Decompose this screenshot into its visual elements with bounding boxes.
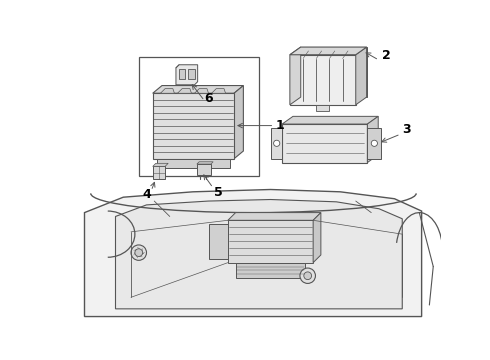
- Polygon shape: [153, 163, 168, 166]
- Polygon shape: [301, 47, 367, 97]
- Circle shape: [300, 268, 316, 283]
- Text: 2: 2: [382, 49, 391, 62]
- Text: 3: 3: [403, 123, 411, 136]
- Polygon shape: [290, 55, 356, 105]
- Polygon shape: [84, 189, 421, 316]
- Text: 4: 4: [142, 188, 151, 201]
- Polygon shape: [188, 69, 195, 78]
- Polygon shape: [177, 89, 192, 93]
- Polygon shape: [153, 93, 234, 159]
- Polygon shape: [270, 128, 282, 159]
- Circle shape: [371, 140, 377, 147]
- Polygon shape: [212, 89, 225, 93]
- Bar: [139, 57, 259, 176]
- Polygon shape: [153, 166, 165, 179]
- Polygon shape: [282, 124, 368, 163]
- Polygon shape: [228, 220, 313, 263]
- Polygon shape: [197, 162, 213, 164]
- Polygon shape: [282, 116, 378, 124]
- Polygon shape: [116, 199, 402, 309]
- Polygon shape: [179, 69, 185, 78]
- Polygon shape: [290, 47, 301, 105]
- Polygon shape: [157, 159, 230, 168]
- Circle shape: [273, 140, 280, 147]
- Polygon shape: [356, 47, 367, 105]
- Polygon shape: [195, 89, 209, 93]
- Text: 1: 1: [275, 119, 284, 132]
- Polygon shape: [209, 224, 228, 259]
- Polygon shape: [160, 89, 174, 93]
- Circle shape: [304, 272, 312, 280]
- Polygon shape: [153, 86, 244, 93]
- Polygon shape: [368, 128, 381, 159]
- Polygon shape: [197, 164, 211, 175]
- Text: 5: 5: [214, 186, 223, 199]
- Polygon shape: [234, 86, 244, 159]
- Polygon shape: [368, 116, 378, 163]
- Circle shape: [131, 245, 147, 260]
- Polygon shape: [316, 105, 329, 111]
- Circle shape: [135, 249, 143, 256]
- Polygon shape: [228, 213, 321, 220]
- Polygon shape: [176, 65, 197, 85]
- Polygon shape: [236, 263, 305, 278]
- Polygon shape: [290, 47, 367, 55]
- Polygon shape: [313, 213, 321, 263]
- Text: 6: 6: [204, 92, 213, 105]
